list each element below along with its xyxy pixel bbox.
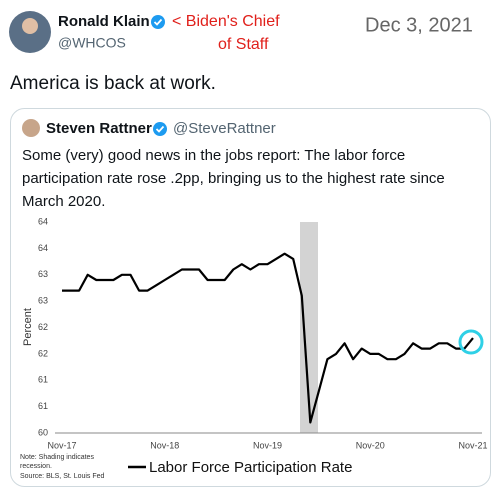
y-tick-label: 62 bbox=[38, 322, 48, 332]
quoted-author-handle: @SteveRattner bbox=[173, 120, 276, 137]
x-tick-label: Nov-19 bbox=[253, 440, 282, 450]
verified-badge bbox=[151, 15, 165, 29]
verified-check bbox=[155, 125, 165, 133]
annotation: < Biden's Chief bbox=[172, 13, 280, 30]
y-tick-label: 63 bbox=[38, 296, 48, 306]
y-axis-label: Percent bbox=[22, 308, 34, 346]
legend-label: Labor Force Participation Rate bbox=[149, 459, 352, 476]
note: Note: Shading indicates bbox=[20, 454, 94, 461]
x-tick-label: Nov-21 bbox=[458, 440, 487, 450]
x-tick-label: Nov-17 bbox=[47, 440, 76, 450]
avatar-face bbox=[22, 18, 38, 34]
annotation: of Staff bbox=[218, 36, 269, 53]
recession-shading bbox=[300, 222, 318, 433]
y-tick-label: 64 bbox=[38, 216, 48, 226]
quoted-text: March 2020. bbox=[22, 193, 105, 210]
y-tick-label: 62 bbox=[38, 348, 48, 358]
y-tick-label: 61 bbox=[38, 375, 48, 385]
highlight-circle bbox=[458, 329, 484, 355]
note: recession. bbox=[20, 463, 52, 470]
verified-check bbox=[153, 18, 163, 26]
date: Dec 3, 2021 bbox=[365, 14, 473, 36]
x-tick-label: Nov-18 bbox=[150, 440, 179, 450]
y-tick-label: 63 bbox=[38, 269, 48, 279]
quoted-text: participation rate rose .2pp, bringing u… bbox=[22, 170, 445, 187]
data-line bbox=[62, 252, 474, 424]
y-tick-label: 64 bbox=[38, 243, 48, 253]
author-handle: @WHCOS bbox=[58, 35, 126, 51]
plot: 64 64 63 63 62 62 61 61 60 Nov-17 Nov-18 Nov-19 Nov-… bbox=[38, 216, 488, 476]
quoted-avatar bbox=[22, 119, 40, 137]
quoted-text: Some (very) good news in the jobs report… bbox=[22, 147, 405, 164]
tweet-text: America is back at work. bbox=[10, 73, 216, 94]
author-name: Ronald Klain bbox=[58, 13, 150, 30]
quoted-author-name: Steven Rattner bbox=[46, 120, 152, 137]
verified-badge bbox=[153, 122, 167, 136]
y-tick-label: 60 bbox=[38, 427, 48, 437]
source: Source: BLS, St. Louis Fed bbox=[20, 473, 105, 480]
quoted-tweet bbox=[10, 108, 491, 487]
y-tick-label: 61 bbox=[38, 401, 48, 411]
x-tick-label: Nov-20 bbox=[356, 440, 385, 450]
